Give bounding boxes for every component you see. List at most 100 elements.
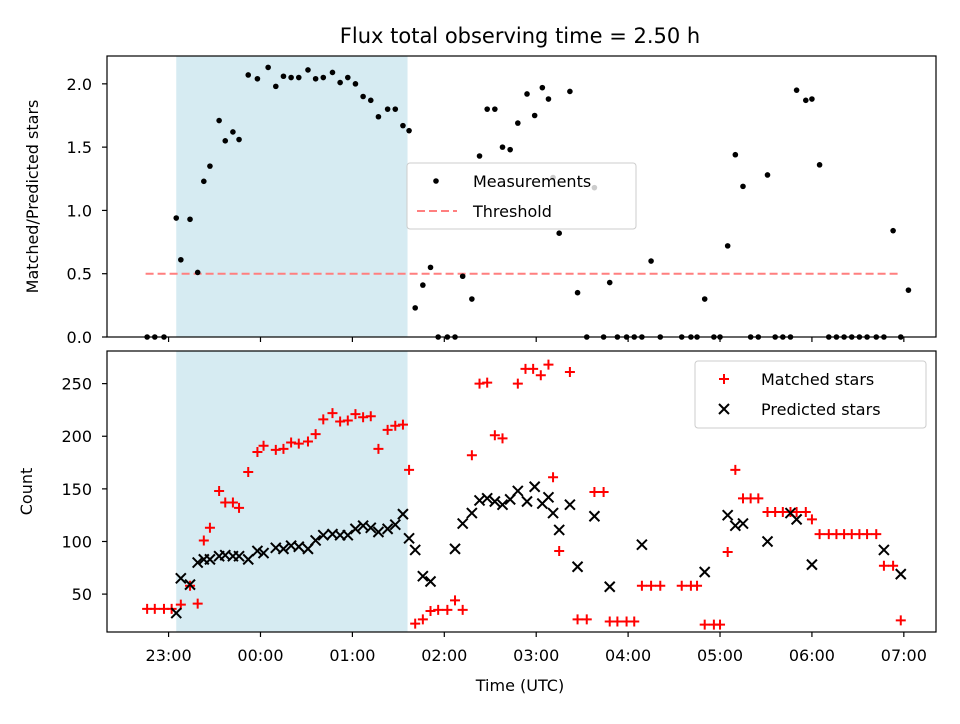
data-point — [722, 547, 733, 558]
data-point — [871, 529, 882, 540]
y-tick-label: 1.0 — [67, 201, 92, 220]
data-point — [258, 440, 269, 451]
y-tick-label: 100 — [61, 532, 92, 551]
data-point — [701, 296, 708, 302]
data-point — [878, 560, 889, 571]
data-point — [814, 529, 825, 540]
data-point — [295, 74, 302, 81]
data-point — [535, 370, 546, 381]
data-point — [715, 619, 726, 630]
legend-label: Threshold — [472, 202, 552, 221]
data-point — [806, 558, 818, 571]
data-point — [204, 553, 216, 566]
data-point — [381, 523, 394, 535]
data-point — [236, 136, 242, 143]
data-point — [365, 411, 376, 422]
data-point — [692, 580, 703, 591]
data-point — [545, 96, 552, 102]
data-point — [433, 604, 444, 615]
data-point — [790, 513, 803, 526]
data-point — [648, 258, 654, 264]
data-point — [390, 420, 401, 431]
data-point — [528, 363, 539, 374]
x-tick-label: 01:00 — [329, 646, 375, 665]
data-point — [392, 106, 399, 112]
y-tick-label: 50 — [72, 585, 92, 604]
data-point — [524, 91, 530, 97]
data-point — [424, 575, 437, 588]
data-point — [372, 526, 385, 538]
data-point — [474, 378, 485, 389]
data-point — [335, 416, 346, 427]
data-point — [227, 497, 238, 508]
data-point — [567, 88, 573, 95]
data-point — [806, 514, 817, 525]
y-axis-label: Matched/Predicted stars — [23, 100, 42, 294]
legend-label: Measurements — [473, 172, 591, 191]
data-point — [201, 178, 207, 185]
data-point — [753, 493, 764, 504]
data-point — [449, 543, 461, 555]
data-point — [216, 117, 222, 124]
data-point — [730, 464, 741, 475]
data-point — [698, 566, 711, 578]
top-panel: 0.0 0.5 1.0 1.5 2.0 Matched/Predicted stars Me… — [23, 55, 937, 347]
data-point — [278, 443, 289, 454]
data-point — [571, 561, 584, 573]
legend-label: Predicted stars — [761, 400, 881, 419]
data-point — [499, 144, 506, 150]
data-point — [588, 510, 601, 522]
data-point — [242, 553, 254, 566]
data-point — [286, 437, 297, 448]
data-point — [636, 538, 648, 551]
data-point — [406, 127, 412, 134]
data-point — [373, 443, 384, 454]
data-point — [572, 614, 583, 625]
data-point — [280, 73, 287, 80]
data-point — [554, 545, 565, 556]
data-point — [528, 481, 541, 493]
y-tick-label: 0.5 — [67, 265, 92, 284]
axes-frame — [106, 55, 937, 338]
data-point — [243, 467, 254, 478]
chart-title: Flux total observing time = 2.50 h — [340, 24, 700, 48]
observing-span — [176, 351, 408, 632]
y-tick-label: 200 — [61, 427, 92, 446]
data-point — [427, 264, 434, 271]
data-point — [367, 97, 374, 104]
data-point — [737, 517, 749, 530]
axes-frame — [106, 350, 937, 633]
data-point — [895, 615, 906, 626]
data-point — [484, 106, 490, 112]
data-point — [481, 492, 493, 505]
y-axis-label: Count — [17, 468, 36, 516]
data-point — [149, 603, 160, 614]
data-point — [457, 604, 468, 615]
data-point — [198, 535, 209, 546]
observing-span — [176, 56, 408, 337]
data-point — [878, 544, 890, 556]
data-point — [556, 230, 562, 237]
data-point — [466, 450, 477, 461]
data-point — [358, 412, 369, 423]
data-point — [254, 75, 261, 82]
data-point — [547, 507, 559, 519]
data-point — [234, 502, 245, 513]
data-point — [606, 279, 613, 286]
data-point — [352, 81, 359, 87]
data-point — [507, 146, 513, 153]
data-point — [450, 595, 461, 606]
data-point — [740, 183, 746, 190]
data-point — [305, 67, 311, 73]
data-point — [482, 377, 493, 388]
data-point — [417, 570, 429, 582]
data-point — [553, 524, 565, 536]
data-point — [646, 580, 657, 591]
data-point — [365, 522, 377, 534]
data-point — [293, 541, 305, 553]
data-point — [629, 616, 640, 627]
data-point — [409, 544, 421, 556]
data-point — [312, 75, 319, 82]
data-point — [721, 509, 734, 521]
